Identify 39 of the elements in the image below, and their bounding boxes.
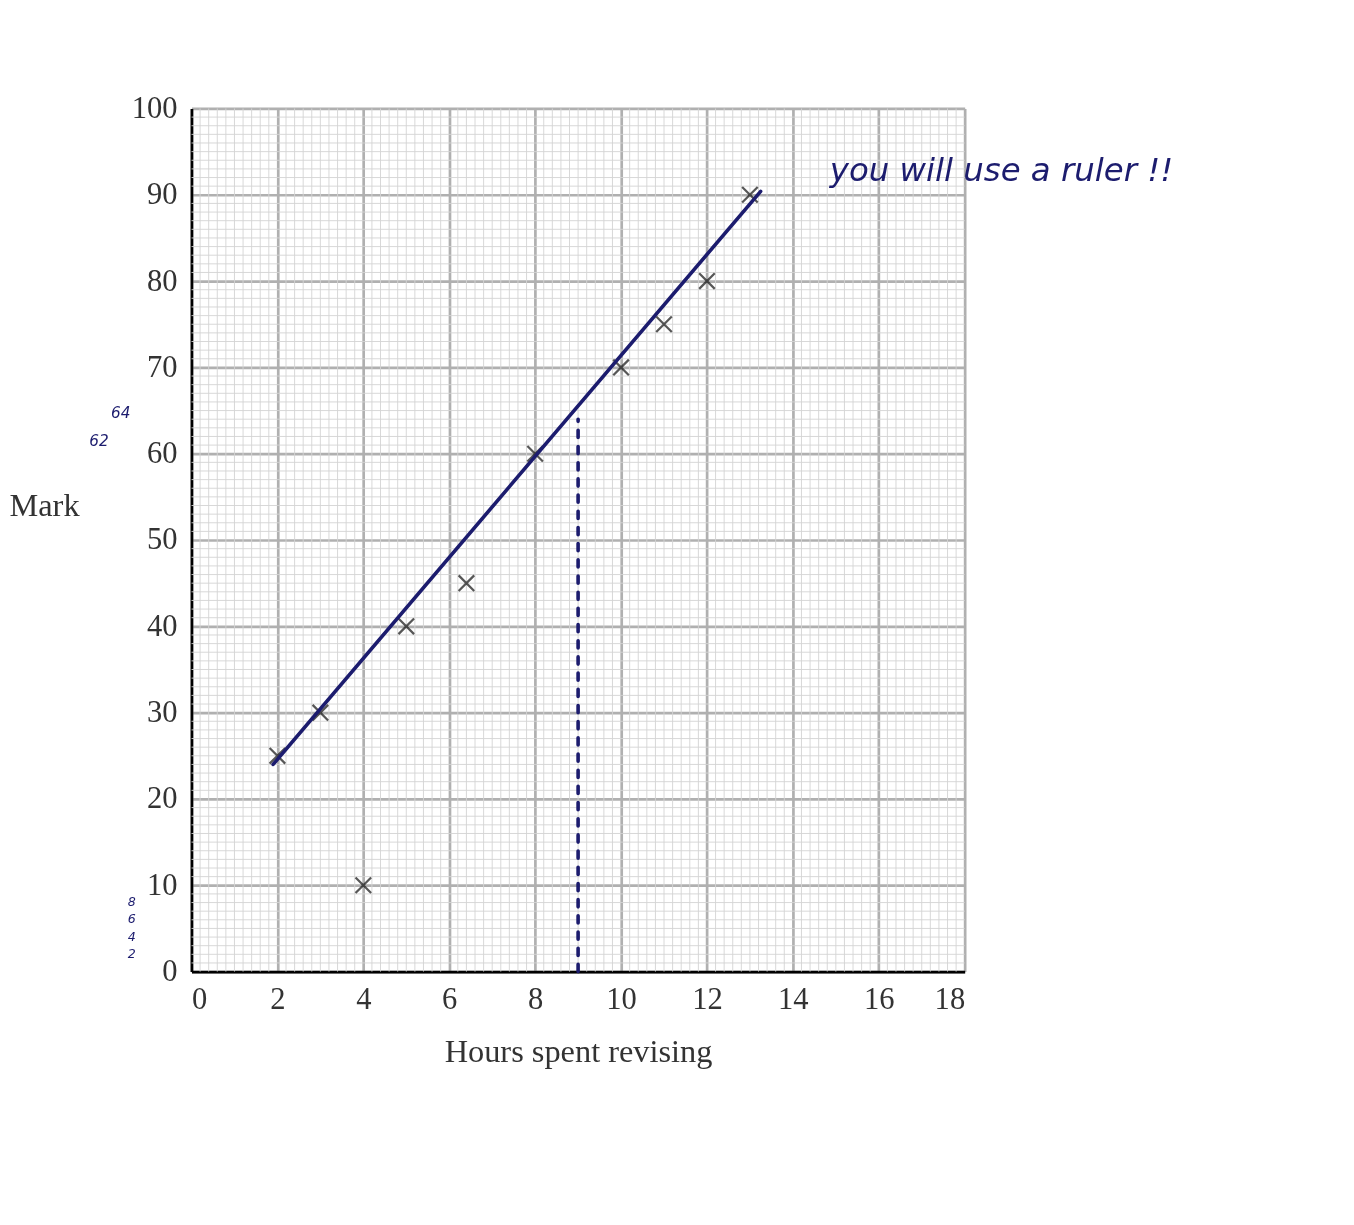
x-tick-label: 10 [606,981,637,1016]
y-tick-label: 0 [162,954,178,989]
text: 2 [127,945,136,961]
y-tick-label: 60 [147,436,178,471]
point [397,617,416,636]
y-axis-title: Mark [9,487,81,524]
y-tick-label: 80 [147,263,178,298]
y-tick-label: 100 [131,90,178,125]
x-tick-label: 6 [442,981,458,1016]
text: 8 [127,894,136,910]
x-tick-label: 8 [527,981,544,1016]
point [655,315,673,334]
annotation: you will use a ruler !! [828,151,1174,190]
y-tick-label: 90 [147,177,178,212]
point [526,444,545,463]
x-tick-label: 14 [778,981,809,1016]
point [457,574,476,593]
y-tick-label: 20 [147,781,178,816]
x-axis-title: Hours spent revising [444,1032,713,1069]
point [268,746,287,765]
x-tick-label: 0 [191,981,208,1016]
y-tick-label: 30 [147,695,178,730]
x-tick-label: 18 [934,981,966,1016]
x-tick-label: 12 [692,981,723,1016]
point [354,876,373,895]
point [698,272,716,291]
point [612,358,630,377]
y-tick-label: 50 [147,522,178,557]
x-tick-label: 2 [270,981,286,1016]
y-tick-label: 70 [147,349,178,384]
x-tick-label: 16 [863,981,895,1016]
x-tick-label: 4 [356,981,372,1016]
text: 62 [89,432,109,451]
text: 64 [110,404,131,423]
y-tick-label: 40 [147,608,178,643]
point [741,185,759,204]
point [311,703,330,722]
text: 64 [127,911,136,944]
y-tick-label: 10 [147,867,178,902]
